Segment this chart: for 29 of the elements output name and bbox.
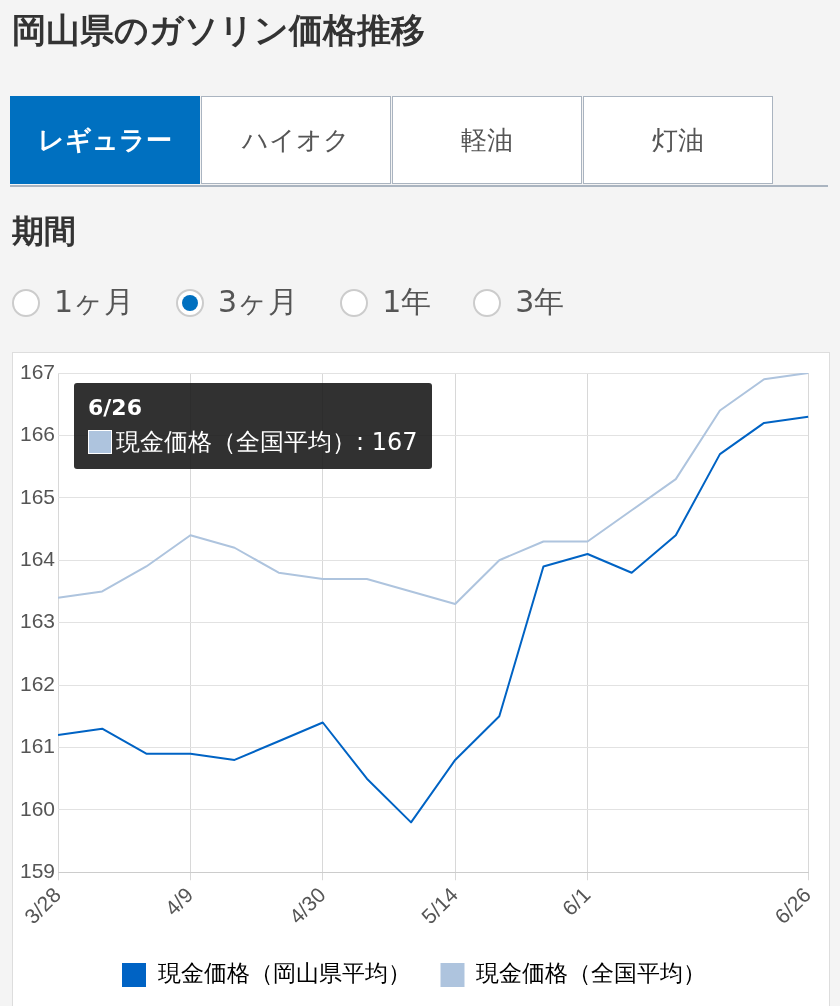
y-tick-label: 167 <box>19 359 56 383</box>
text: 軽油 <box>392 96 582 184</box>
y-tick-label: 162 <box>19 671 56 695</box>
y-tick-label: 166 <box>19 422 56 446</box>
y-tick-label: 161 <box>19 734 56 758</box>
x-tick-label: 4/30 <box>284 882 330 929</box>
annotation: 現金価格（全国平均）: 167 <box>116 427 418 458</box>
text: 1年 <box>382 283 432 321</box>
annotation: 6/26 <box>88 394 143 422</box>
y-tick-label: 160 <box>19 796 56 820</box>
x-tick-label: 3/28 <box>19 882 65 929</box>
x-tick-label: 5/14 <box>416 882 463 929</box>
text: 3年 <box>515 283 565 321</box>
text: 期間 <box>12 211 76 252</box>
x-tick-label: 4/9 <box>160 882 198 920</box>
y-tick-label: 164 <box>19 547 56 571</box>
x-tick-label: 6/26 <box>769 882 816 929</box>
chart-title: 岡山県のガソリン価格推移 <box>12 9 425 52</box>
y-tick-label: 165 <box>19 484 56 508</box>
text: レギュラー <box>10 96 200 184</box>
text: 灯油 <box>583 96 773 184</box>
legend-label: 現金価格（全国平均） <box>476 960 706 987</box>
legend-label: 現金価格（岡山県平均） <box>157 960 411 987</box>
y-tick-label: 163 <box>19 609 56 633</box>
text: 3ヶ月 <box>218 283 299 321</box>
x-tick-label: 6/1 <box>557 882 595 920</box>
y-tick-label: 159 <box>19 859 56 883</box>
text: ハイオク <box>201 96 391 184</box>
text: 1ヶ月 <box>54 283 135 321</box>
